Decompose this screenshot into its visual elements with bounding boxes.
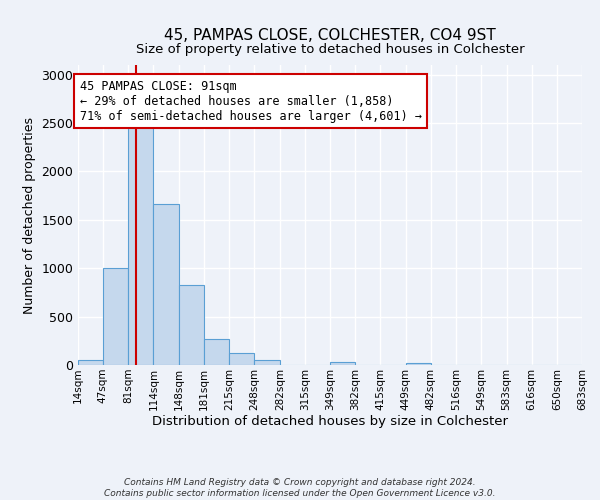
Bar	[204, 339, 229, 365]
Text: 45 PAMPAS CLOSE: 91sqm
← 29% of detached houses are smaller (1,858)
71% of semi-: 45 PAMPAS CLOSE: 91sqm ← 29% of detached…	[80, 80, 422, 122]
Bar	[154, 204, 179, 365]
Text: 45, PAMPAS CLOSE, COLCHESTER, CO4 9ST: 45, PAMPAS CLOSE, COLCHESTER, CO4 9ST	[164, 28, 496, 42]
Text: Size of property relative to detached houses in Colchester: Size of property relative to detached ho…	[136, 42, 524, 56]
Bar	[128, 125, 154, 365]
Text: Contains HM Land Registry data © Crown copyright and database right 2024.
Contai: Contains HM Land Registry data © Crown c…	[104, 478, 496, 498]
Bar	[229, 353, 254, 365]
Y-axis label: Number of detached properties: Number of detached properties	[23, 116, 36, 314]
Bar	[254, 360, 280, 365]
Bar	[406, 363, 431, 365]
Bar	[78, 360, 103, 365]
X-axis label: Distribution of detached houses by size in Colchester: Distribution of detached houses by size …	[152, 416, 508, 428]
Bar	[331, 362, 355, 365]
Bar	[103, 268, 128, 365]
Bar	[179, 284, 204, 365]
